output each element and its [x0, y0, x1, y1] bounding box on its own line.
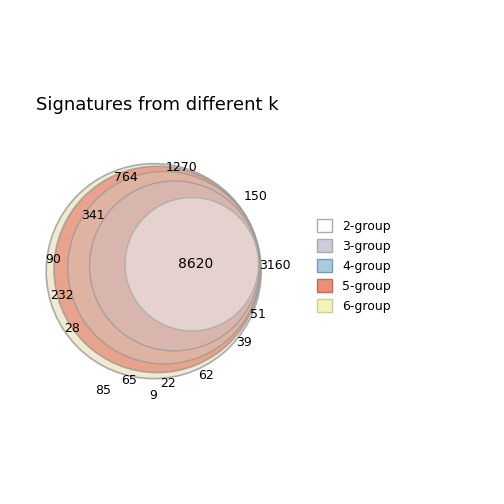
Circle shape	[125, 198, 259, 331]
Circle shape	[90, 181, 260, 351]
Circle shape	[54, 166, 260, 372]
Text: 150: 150	[244, 190, 268, 203]
Text: 22: 22	[160, 377, 175, 390]
Text: 1270: 1270	[165, 161, 197, 174]
Title: Signatures from different k: Signatures from different k	[36, 96, 278, 114]
Text: 341: 341	[81, 209, 105, 222]
Text: 9: 9	[150, 390, 158, 403]
Text: 39: 39	[236, 336, 251, 349]
Text: 62: 62	[198, 368, 214, 382]
Legend: 2-group, 3-group, 4-group, 5-group, 6-group: 2-group, 3-group, 4-group, 5-group, 6-gr…	[311, 213, 398, 319]
Text: 51: 51	[250, 308, 266, 321]
Text: 90: 90	[45, 253, 61, 266]
Text: 85: 85	[95, 384, 111, 397]
Circle shape	[68, 171, 260, 364]
Text: 232: 232	[50, 289, 74, 302]
Text: 8620: 8620	[177, 257, 213, 271]
Text: 764: 764	[114, 171, 138, 184]
Circle shape	[46, 164, 261, 379]
Text: 3160: 3160	[259, 260, 291, 273]
Text: 65: 65	[121, 374, 138, 387]
Text: 28: 28	[65, 322, 80, 335]
